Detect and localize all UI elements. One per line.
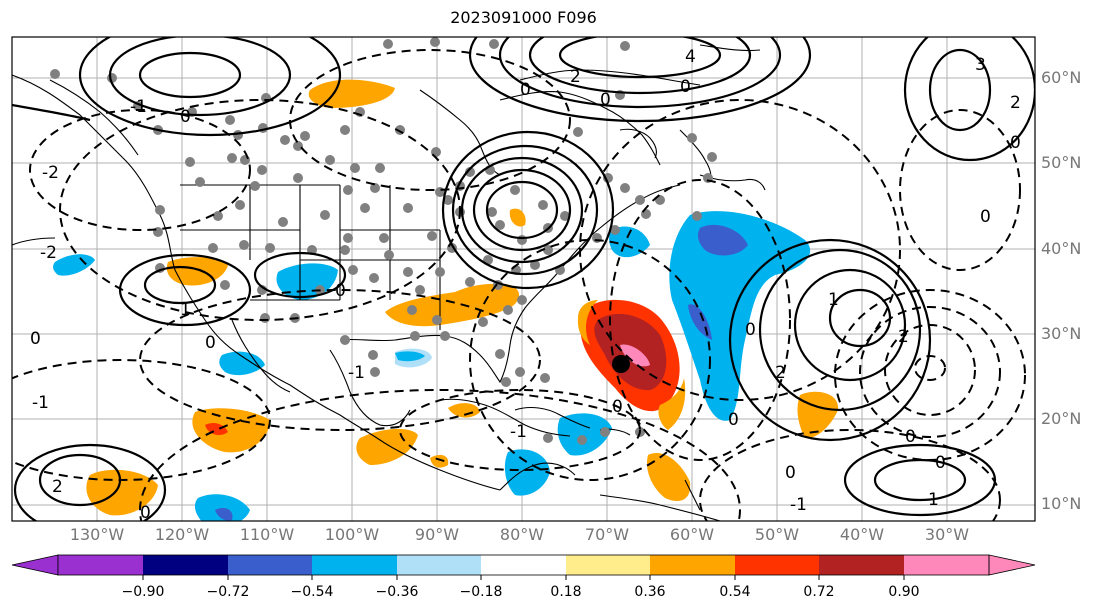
anomaly-fill bbox=[53, 79, 839, 521]
colorbar-extend-high bbox=[988, 554, 1036, 576]
negative-anomaly-atlantic bbox=[669, 211, 811, 421]
lon-label: 130°W bbox=[69, 525, 125, 544]
contour-label: 0 bbox=[680, 77, 691, 97]
lon-label: 80°W bbox=[499, 525, 545, 544]
contour-label: 1 bbox=[180, 300, 191, 320]
contour-label: 0 bbox=[935, 453, 946, 473]
lat-label: 10°N bbox=[1041, 494, 1082, 513]
storm-center-dot bbox=[612, 355, 630, 373]
contour-label: 3 bbox=[975, 55, 986, 75]
lon-label: 30°W bbox=[924, 525, 970, 544]
lon-label: 100°W bbox=[324, 525, 380, 544]
lon-label: 60°W bbox=[669, 525, 715, 544]
contour-label: 0 bbox=[205, 333, 216, 353]
contour-label: 0 bbox=[30, 329, 41, 349]
colorbar-tick-label: 0.36 bbox=[634, 584, 666, 600]
lon-label: 50°W bbox=[754, 525, 800, 544]
contour-label: 0 bbox=[785, 463, 796, 483]
contour-label: 0 bbox=[1010, 133, 1021, 153]
contour-label: 1 bbox=[828, 290, 839, 310]
graticule bbox=[12, 37, 1035, 521]
contour-label: 0 bbox=[335, 281, 346, 301]
lon-label: 90°W bbox=[414, 525, 460, 544]
lat-label: 50°N bbox=[1041, 153, 1082, 172]
contour-label: 0 bbox=[520, 80, 531, 100]
positive-contours bbox=[12, 37, 1035, 521]
contour-label: 0 bbox=[980, 207, 991, 227]
colorbar-extend-low bbox=[11, 554, 59, 576]
colorbar-tick-label: 0.90 bbox=[888, 584, 920, 600]
lon-label: 70°W bbox=[584, 525, 630, 544]
contour-label: 0 bbox=[728, 410, 739, 430]
contour-label: 2 bbox=[570, 67, 581, 87]
colorbar-tick-label: 0.72 bbox=[803, 584, 835, 600]
lat-label: 40°N bbox=[1041, 239, 1082, 258]
contour-label: 0 bbox=[905, 427, 916, 447]
map-title: 2023091000 F096 bbox=[450, 8, 597, 27]
colorbar-tick-label: −0.90 bbox=[121, 584, 165, 600]
contour-label: 0 bbox=[612, 397, 623, 417]
contour-label: 0 bbox=[600, 90, 611, 110]
lat-label: 20°N bbox=[1041, 409, 1082, 428]
contour-label: 0 bbox=[180, 107, 191, 127]
contour-label: 4 bbox=[685, 47, 696, 67]
lon-label: 110°W bbox=[239, 525, 295, 544]
map-frame bbox=[11, 36, 1036, 522]
contour-label: 1 bbox=[928, 490, 939, 510]
contour-label: -1 bbox=[32, 393, 49, 413]
contour-label: 2 bbox=[1010, 93, 1021, 113]
colorbar bbox=[11, 554, 1036, 580]
colorbar-tick-label: −0.18 bbox=[459, 584, 503, 600]
lon-label: 40°W bbox=[839, 525, 885, 544]
contour-label: -1 bbox=[790, 495, 807, 515]
contour-label: 2 bbox=[898, 327, 909, 347]
coastlines bbox=[12, 44, 766, 521]
contour-labels: -2 -2 0 -1 1 0 -1 0 0 4 3 2 0 0 1 2 0 0 … bbox=[30, 47, 1021, 523]
contour-label: -1 bbox=[348, 363, 365, 383]
negative-contours bbox=[12, 49, 1026, 521]
colorbar-tick-label: −0.72 bbox=[206, 584, 250, 600]
colorbar-tick-label: −0.36 bbox=[375, 584, 419, 600]
contour-label: 0 bbox=[140, 503, 151, 523]
contour-label: 2 bbox=[52, 477, 63, 497]
contour-label: 2 bbox=[775, 363, 786, 383]
lat-label: 60°N bbox=[1041, 68, 1082, 87]
contour-label: -2 bbox=[42, 163, 59, 183]
colorbar-tick-label: 0.54 bbox=[719, 584, 751, 600]
colorbar-tick-label: 0.18 bbox=[550, 584, 582, 600]
lon-label: 120°W bbox=[154, 525, 210, 544]
contour-label: -1 bbox=[130, 97, 147, 117]
contour-label: 0 bbox=[745, 320, 756, 340]
lat-label: 30°N bbox=[1041, 324, 1082, 343]
contour-label: -1 bbox=[510, 422, 527, 442]
colorbar-tick-label: −0.54 bbox=[290, 584, 334, 600]
contour-label: -2 bbox=[40, 243, 57, 263]
